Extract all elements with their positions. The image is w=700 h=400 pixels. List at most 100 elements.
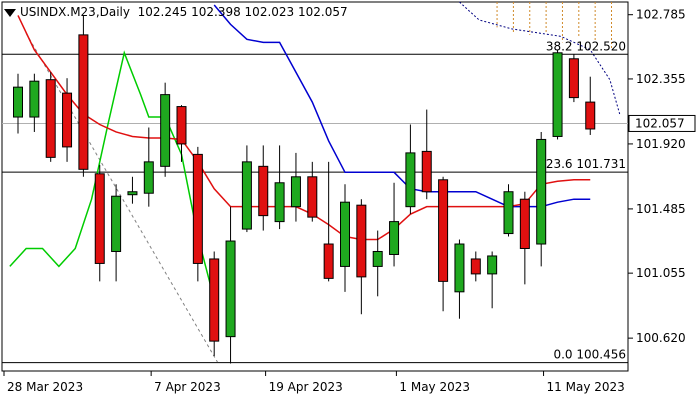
fib-level-label-2: 0.0 100.456 <box>553 348 626 362</box>
candle-body <box>503 191 514 235</box>
fib-level-label-1: 23.6 101.731 <box>546 157 626 171</box>
candle-33 <box>552 49 563 140</box>
candle-9 <box>160 82 171 177</box>
candle-3 <box>62 78 73 162</box>
candle-8 <box>143 127 154 207</box>
candle-body <box>45 79 56 158</box>
candle-body <box>470 258 481 275</box>
candle-body <box>405 152 416 208</box>
candle-body <box>160 94 171 167</box>
fibonacci-labels: 38.2 102.520 23.6 101.731 0.0 100.456 <box>546 39 626 361</box>
current-price-value: 102.057 <box>635 116 685 130</box>
candle-31 <box>519 191 530 285</box>
x-tick-label-1: 7 Apr 2023 <box>154 380 221 394</box>
candle-29 <box>487 251 498 309</box>
candle-17 <box>290 152 301 222</box>
fib-level-label-0: 38.2 102.520 <box>546 39 626 53</box>
candle-30 <box>503 184 514 237</box>
candle-body <box>127 191 138 196</box>
x-tick-label-3: 1 May 2023 <box>399 380 470 394</box>
y-tick-label-5: 100.620 <box>636 331 686 345</box>
candle-body <box>552 52 563 137</box>
candle-body <box>389 221 400 255</box>
candle-body <box>340 201 350 267</box>
candle-2 <box>45 72 56 162</box>
y-tick-label-1: 102.355 <box>636 72 686 86</box>
candle-body <box>13 86 23 118</box>
candle-body <box>536 138 547 245</box>
candle-35 <box>585 76 596 135</box>
candle-body <box>192 153 203 264</box>
candle-body <box>307 176 318 218</box>
y-tick-label-3: 101.485 <box>636 202 686 216</box>
candle-body <box>487 255 498 275</box>
open-value: 102.245 <box>137 5 188 19</box>
red-line <box>17 15 591 241</box>
candle-body <box>225 240 236 338</box>
candle-body <box>519 198 530 249</box>
current-price-box <box>628 114 696 132</box>
candle-body <box>78 34 89 170</box>
candle-32 <box>536 131 547 267</box>
candle-body <box>62 92 73 148</box>
candle-body <box>274 182 285 223</box>
y-tick-label-4: 101.055 <box>636 266 686 280</box>
y-tick-label-0: 102.785 <box>636 8 686 22</box>
candle-24 <box>405 124 416 215</box>
candle-23 <box>389 182 400 267</box>
candle-27 <box>454 239 465 319</box>
candle-12 <box>209 251 220 357</box>
y-tick-label-2: 101.920 <box>636 137 686 151</box>
candle-25 <box>421 109 432 200</box>
candle-body <box>438 179 449 282</box>
candle-15 <box>258 145 269 231</box>
candle-body <box>372 250 383 267</box>
x-tick-label-4: 11 May 2023 <box>547 380 625 394</box>
candle-5 <box>94 164 105 282</box>
candle-body <box>94 173 105 264</box>
candle-4 <box>78 15 89 177</box>
candle-26 <box>438 176 449 312</box>
low-value: 102.023 <box>244 5 295 19</box>
high-value: 102.398 <box>191 5 241 19</box>
candle-body <box>143 161 154 194</box>
candle-body <box>241 161 252 230</box>
candle-19 <box>323 161 334 282</box>
current-price-tag: 102.057 <box>628 114 696 132</box>
candle-body <box>290 176 301 208</box>
candle-6 <box>111 184 122 282</box>
candle-11 <box>192 146 203 282</box>
candle-body <box>258 165 269 217</box>
chart-header: USINDX.M23,Daily 102.245 102.398 102.023… <box>4 5 348 19</box>
x-tick-label-2: 19 Apr 2023 <box>269 380 343 394</box>
candle-0 <box>13 73 23 134</box>
candle-body <box>454 243 465 293</box>
candle-body <box>421 150 432 193</box>
candle-body <box>568 58 579 99</box>
candle-20 <box>340 184 350 292</box>
fibonacci-layer <box>2 1 628 364</box>
price-axis: 102.785 102.355 101.920 101.485 101.055 100.6… <box>628 8 686 345</box>
symbol-label: USINDX.M23,Daily <box>20 5 130 19</box>
candle-14 <box>241 145 252 233</box>
candle-body <box>323 243 334 279</box>
candle-body <box>585 101 596 130</box>
dropdown-triangle-icon[interactable] <box>4 8 16 17</box>
candle-18 <box>307 161 318 222</box>
candle-body <box>111 195 122 252</box>
candle-10 <box>176 105 187 162</box>
green-line <box>9 50 215 300</box>
candle-body <box>176 106 187 145</box>
candles <box>13 15 596 364</box>
candle-body <box>209 258 220 342</box>
candle-13 <box>225 206 236 364</box>
candle-34 <box>568 54 579 103</box>
close-value: 102.057 <box>298 5 348 19</box>
candle-7 <box>127 176 138 204</box>
x-tick-label-0: 28 Mar 2023 <box>7 380 83 394</box>
candle-16 <box>274 145 285 230</box>
candle-28 <box>470 251 481 282</box>
candle-1 <box>29 73 40 132</box>
time-axis: 28 Mar 2023 7 Apr 2023 19 Apr 2023 1 May 20… <box>3 371 625 394</box>
